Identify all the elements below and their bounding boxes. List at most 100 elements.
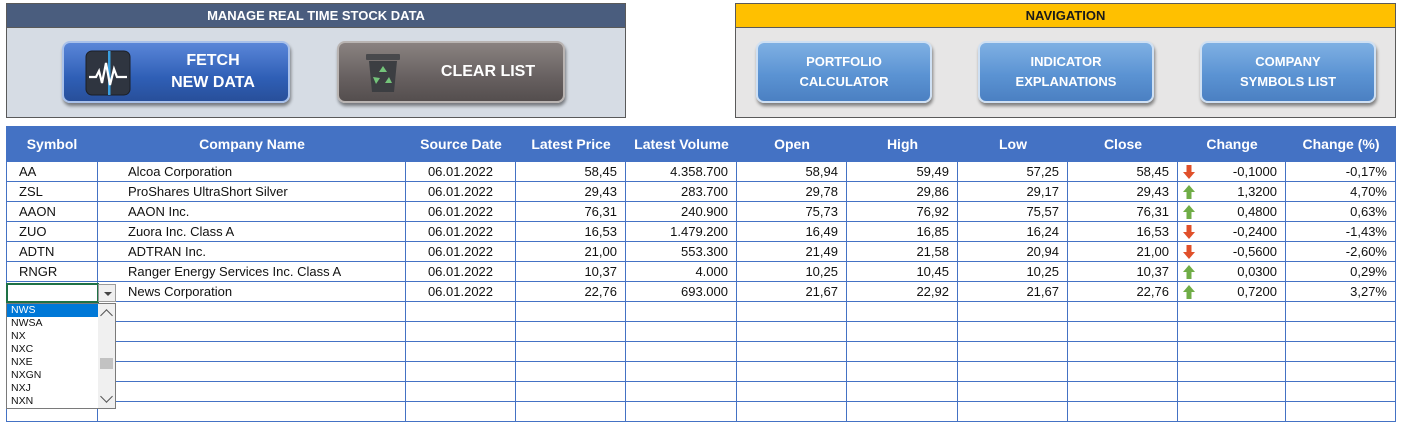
dropdown-option[interactable]: NXJ (11, 382, 31, 394)
cell-high[interactable]: 10,45 (847, 262, 958, 282)
cell-close[interactable] (1068, 302, 1178, 322)
cell-low[interactable] (958, 382, 1068, 402)
cell-open[interactable]: 75,73 (737, 202, 847, 222)
cell-price[interactable]: 58,45 (516, 162, 626, 182)
cell-date[interactable] (406, 322, 516, 342)
cell-price[interactable] (516, 342, 626, 362)
portfolio-calculator-button[interactable]: PORTFOLIO CALCULATOR (756, 41, 932, 103)
cell-price[interactable] (516, 322, 626, 342)
cell-low[interactable] (958, 302, 1068, 322)
cell-high[interactable] (847, 342, 958, 362)
cell-change[interactable] (1178, 402, 1286, 422)
cell-change-pct[interactable] (1286, 302, 1396, 322)
cell-change-pct[interactable] (1286, 342, 1396, 362)
cell-change[interactable]: -0,5600 (1178, 242, 1286, 262)
cell-volume[interactable] (626, 362, 737, 382)
cell-company[interactable]: ProShares UltraShort Silver (98, 182, 406, 202)
cell-change-pct[interactable] (1286, 382, 1396, 402)
cell-low[interactable]: 29,17 (958, 182, 1068, 202)
cell-change[interactable]: 1,3200 (1178, 182, 1286, 202)
scroll-up-icon[interactable] (100, 309, 113, 322)
cell-symbol[interactable]: ZSL (6, 182, 98, 202)
dropdown-option[interactable]: NXE (11, 356, 33, 368)
cell-change-pct[interactable]: -1,43% (1286, 222, 1396, 242)
cell-price[interactable]: 22,76 (516, 282, 626, 302)
cell-high[interactable]: 16,85 (847, 222, 958, 242)
company-symbols-list-button[interactable]: COMPANY SYMBOLS LIST (1200, 41, 1376, 103)
cell-price[interactable]: 21,00 (516, 242, 626, 262)
cell-company[interactable] (98, 362, 406, 382)
cell-date[interactable]: 06.01.2022 (406, 242, 516, 262)
cell-close[interactable]: 21,00 (1068, 242, 1178, 262)
cell-volume[interactable]: 4.000 (626, 262, 737, 282)
dropdown-option[interactable]: NXN (11, 395, 34, 407)
cell-date[interactable]: 06.01.2022 (406, 202, 516, 222)
cell-open[interactable]: 21,49 (737, 242, 847, 262)
cell-company[interactable]: Zuora Inc. Class A (98, 222, 406, 242)
cell-volume[interactable] (626, 402, 737, 422)
cell-symbol[interactable]: AA (6, 162, 98, 182)
cell-change[interactable] (1178, 322, 1286, 342)
cell-symbol[interactable]: ZUO (6, 222, 98, 242)
cell-change-pct[interactable]: 0,63% (1286, 202, 1396, 222)
cell-date[interactable]: 06.01.2022 (406, 182, 516, 202)
dropdown-option[interactable]: NWS (7, 304, 115, 317)
cell-price[interactable]: 29,43 (516, 182, 626, 202)
cell-open[interactable]: 21,67 (737, 282, 847, 302)
cell-open[interactable]: 16,49 (737, 222, 847, 242)
cell-volume[interactable]: 693.000 (626, 282, 737, 302)
cell-price[interactable]: 10,37 (516, 262, 626, 282)
cell-change-pct[interactable]: 3,27% (1286, 282, 1396, 302)
cell-change[interactable] (1178, 362, 1286, 382)
cell-open[interactable] (737, 402, 847, 422)
cell-low[interactable] (958, 402, 1068, 422)
cell-low[interactable]: 21,67 (958, 282, 1068, 302)
cell-open[interactable] (737, 342, 847, 362)
cell-low[interactable]: 16,24 (958, 222, 1068, 242)
cell-high[interactable] (847, 362, 958, 382)
cell-symbol[interactable]: RNGR (6, 262, 98, 282)
cell-high[interactable] (847, 302, 958, 322)
dropdown-option[interactable]: NXGN (11, 369, 42, 381)
cell-open[interactable]: 29,78 (737, 182, 847, 202)
cell-date[interactable] (406, 402, 516, 422)
active-symbol-cell[interactable] (6, 283, 99, 303)
cell-volume[interactable]: 240.900 (626, 202, 737, 222)
cell-low[interactable]: 20,94 (958, 242, 1068, 262)
cell-close[interactable] (1068, 322, 1178, 342)
cell-open[interactable]: 58,94 (737, 162, 847, 182)
cell-change-pct[interactable]: 0,29% (1286, 262, 1396, 282)
scroll-thumb[interactable] (100, 358, 113, 369)
cell-company[interactable]: AAON Inc. (98, 202, 406, 222)
cell-low[interactable] (958, 342, 1068, 362)
cell-price[interactable] (516, 382, 626, 402)
cell-close[interactable] (1068, 402, 1178, 422)
cell-company[interactable]: News Corporation (98, 282, 406, 302)
cell-volume[interactable] (626, 302, 737, 322)
cell-volume[interactable]: 283.700 (626, 182, 737, 202)
cell-date[interactable] (406, 382, 516, 402)
cell-change[interactable]: 0,4800 (1178, 202, 1286, 222)
cell-open[interactable] (737, 302, 847, 322)
cell-change-pct[interactable] (1286, 402, 1396, 422)
cell-close[interactable] (1068, 342, 1178, 362)
cell-volume[interactable]: 1.479.200 (626, 222, 737, 242)
cell-company[interactable] (98, 402, 406, 422)
cell-high[interactable]: 59,49 (847, 162, 958, 182)
cell-change[interactable]: -0,1000 (1178, 162, 1286, 182)
cell-change[interactable] (1178, 302, 1286, 322)
cell-close[interactable] (1068, 382, 1178, 402)
cell-company[interactable]: Alcoa Corporation (98, 162, 406, 182)
cell-volume[interactable] (626, 342, 737, 362)
cell-company[interactable]: Ranger Energy Services Inc. Class A (98, 262, 406, 282)
cell-open[interactable] (737, 322, 847, 342)
cell-close[interactable]: 76,31 (1068, 202, 1178, 222)
cell-high[interactable] (847, 322, 958, 342)
cell-company[interactable]: ADTRAN Inc. (98, 242, 406, 262)
cell-high[interactable]: 21,58 (847, 242, 958, 262)
cell-date[interactable]: 06.01.2022 (406, 282, 516, 302)
cell-price[interactable] (516, 362, 626, 382)
cell-date[interactable]: 06.01.2022 (406, 162, 516, 182)
cell-close[interactable] (1068, 362, 1178, 382)
cell-volume[interactable]: 553.300 (626, 242, 737, 262)
